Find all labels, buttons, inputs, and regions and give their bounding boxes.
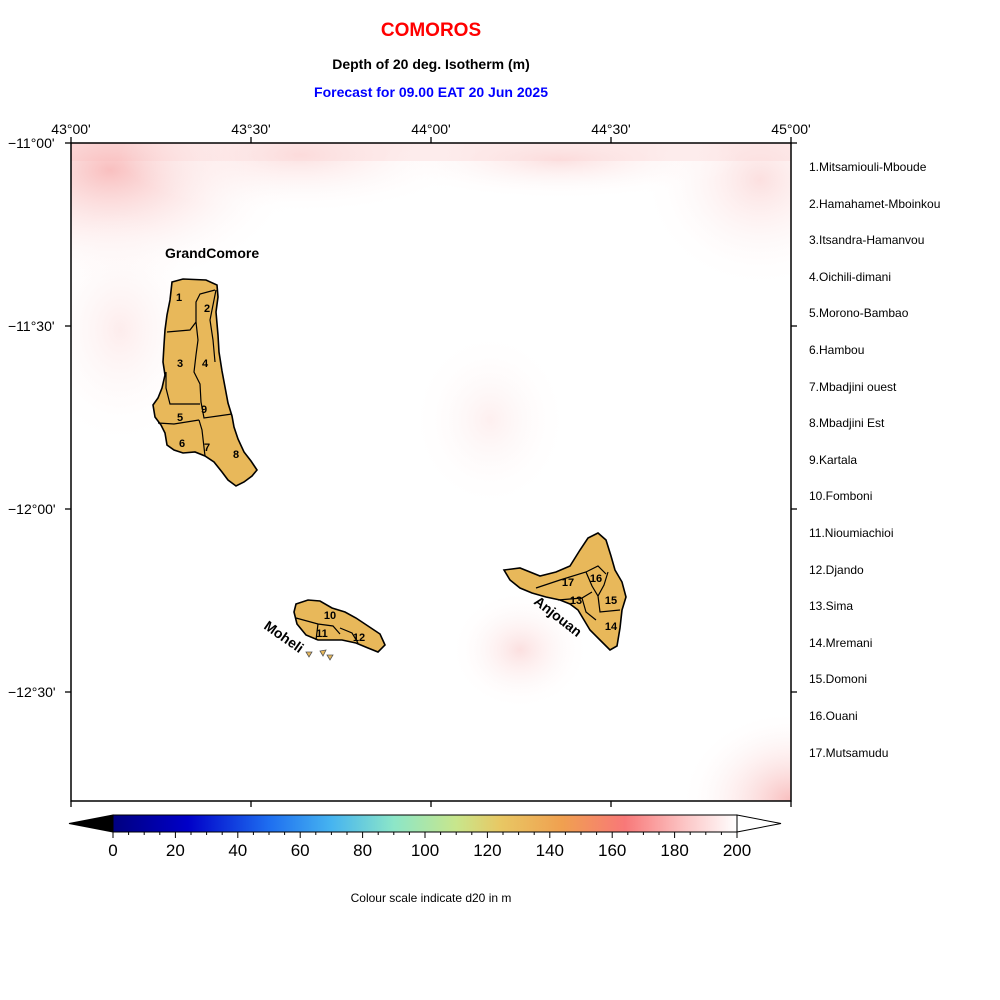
colorbar-tick-label: 200: [722, 841, 752, 860]
lon-label-43-00: 43°00': [51, 121, 91, 137]
region-number-14: 14: [605, 621, 618, 633]
legend-item-1: 1.Mitsamiouli-Mboude: [809, 160, 927, 174]
colorbar-caption: Colour scale indicate d20 in m: [350, 891, 512, 905]
colorbar: [68, 814, 782, 838]
region-number-16: 16: [590, 573, 602, 585]
legend-item-4: 4.Oichili-dimani: [809, 269, 892, 284]
legend-item-10: 10.Fomboni: [809, 489, 873, 504]
island-label-grandcomore: GrandComore: [165, 245, 259, 261]
colorbar-tick-label: 80: [353, 841, 373, 860]
region-number-4: 4: [202, 358, 209, 370]
region-number-12: 12: [353, 632, 365, 644]
forecast-time: Forecast for 09.00 EAT 20 Jun 2025: [314, 84, 548, 100]
legend-item-11: 11.Nioumiachioi: [809, 526, 894, 540]
colorbar-tick-label: 180: [660, 841, 689, 860]
region-number-1: 1: [176, 292, 182, 304]
region-number-15: 15: [605, 595, 617, 607]
map-title: COMOROS: [380, 20, 482, 41]
legend-item-14: 14.Mremani: [809, 635, 873, 650]
legend-item-7: 7.Mbadjini ouest: [809, 379, 897, 394]
legend-item-2: 2.Hamahamet-Mboinkou: [809, 196, 941, 211]
island-anjouan: [502, 532, 627, 651]
legend-item-5: 5.Morono-Bambao: [809, 306, 909, 321]
region-number-13: 13: [570, 595, 582, 607]
lat-label-11-30: −11°30': [8, 318, 55, 334]
region-number-9: 9: [201, 404, 207, 416]
region-number-3: 3: [177, 358, 183, 370]
region-number-8: 8: [233, 449, 239, 461]
legend-item-13: 13.Sima: [809, 599, 854, 614]
map-frame: [65, 137, 797, 807]
colorbar-tick-label: 40: [228, 841, 248, 860]
colorbar-tick-label: 100: [410, 841, 440, 860]
colorbar-tick-label: 160: [598, 841, 627, 860]
region-number-6: 6: [179, 438, 185, 450]
region-number-17: 17: [562, 577, 574, 589]
lat-label-12-30: −12°30': [8, 684, 56, 700]
region-number-5: 5: [177, 412, 183, 424]
island-moheli: [293, 599, 386, 661]
legend-item-9: 9.Kartala: [809, 452, 858, 467]
colorbar-tick-label: 20: [165, 841, 185, 860]
legend-item-3: 3.Itsandra-Hamanvou: [809, 233, 925, 248]
island-grand-comore: [152, 278, 258, 487]
region-number-2: 2: [204, 303, 210, 315]
region-number-7: 7: [204, 442, 210, 454]
lon-label-44-30: 44°30': [591, 121, 631, 137]
region-number-10: 10: [324, 610, 336, 622]
lon-label-44-00: 44°00': [411, 121, 451, 137]
legend-item-8: 8.Mbadjini Est: [809, 416, 885, 431]
map-subtitle: Depth of 20 deg. Isotherm (m): [332, 56, 530, 72]
d20-field: [71, 143, 791, 801]
colorbar-tick-label: 120: [473, 841, 502, 860]
legend-item-12: 12.Djando: [809, 562, 864, 577]
legend-item-6: 6.Hambou: [809, 343, 865, 357]
legend-item-17: 17.Mutsamudu: [809, 745, 889, 760]
lon-label-43-30: 43°30': [231, 121, 271, 137]
lat-label-12-00: −12°00': [8, 501, 56, 517]
colorbar-tick-label: 60: [290, 841, 310, 860]
colorbar-tick-label: 140: [535, 841, 564, 860]
region-number-11: 11: [316, 628, 328, 640]
legend-item-15: 15.Domoni: [809, 672, 868, 687]
legend-item-16: 16.Ouani: [809, 709, 858, 723]
colorbar-tick-label: 0: [108, 841, 118, 860]
lon-label-45-00: 45°00': [771, 121, 811, 137]
lat-label-11-00: −11°00': [8, 135, 55, 151]
